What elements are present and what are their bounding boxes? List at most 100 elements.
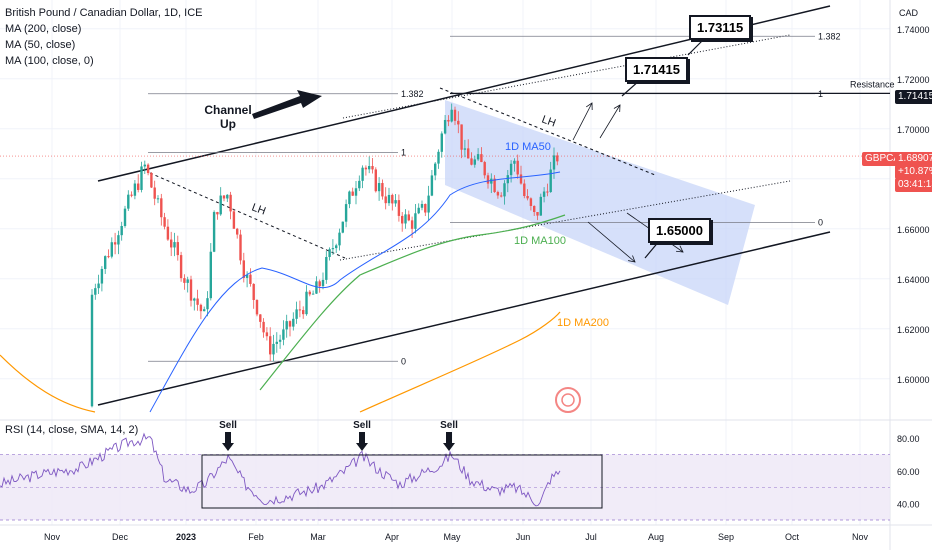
channel-up-label-line1: Channel: [204, 103, 251, 117]
resistance-label: Resistance: [850, 79, 895, 89]
candle-body: [288, 321, 292, 327]
candle-body: [272, 343, 275, 355]
projection-channel: [445, 100, 755, 305]
sell-signal-arrow: [356, 432, 368, 451]
candle-body: [539, 196, 542, 216]
x-tick-label: Feb: [248, 532, 264, 542]
channel-mid-line: [339, 180, 791, 261]
candle-body: [447, 119, 450, 122]
y-tick-label: 1.60000: [897, 375, 930, 385]
candle-body: [368, 166, 371, 170]
candle-body: [242, 260, 245, 278]
candle-body: [513, 160, 516, 164]
channel-outer-line: [342, 34, 791, 119]
candle-body: [391, 194, 394, 204]
candle-body: [259, 314, 262, 322]
y-tick-label: 1.70000: [897, 125, 930, 135]
candle-body: [414, 213, 417, 229]
candle-body: [443, 119, 447, 134]
rsi-legend: RSI (14, close, SMA, 14, 2): [5, 424, 139, 436]
candle-body: [361, 167, 364, 181]
candle-body: [146, 164, 150, 174]
candle-body: [467, 148, 470, 159]
candle-body: [420, 203, 424, 208]
candle-body: [503, 183, 506, 197]
x-tick-label: Jun: [516, 532, 531, 542]
candle-body: [110, 242, 113, 257]
candle-body: [130, 194, 133, 196]
candle-body: [206, 298, 209, 310]
candle-body: [173, 242, 176, 248]
candle-body: [404, 214, 407, 224]
candle-body: [156, 198, 160, 200]
watermark-badge-inner: [561, 393, 575, 407]
projection-arrow-2: [599, 104, 621, 139]
candle-body: [480, 154, 483, 163]
ma100-line: [259, 214, 566, 391]
legend-ma200: MA (200, close): [5, 23, 82, 35]
candle-body: [269, 336, 272, 355]
fib-level-label: 1: [401, 148, 406, 158]
candle-body: [186, 279, 189, 283]
candle-body: [401, 215, 404, 224]
candle-body: [311, 293, 315, 295]
target-callout-2: 1.71415: [625, 57, 688, 82]
candle-body: [123, 208, 127, 227]
candle-body: [117, 235, 120, 245]
candle-body: [222, 195, 226, 199]
projection-arrow-3: [587, 221, 636, 263]
target-callout-3: 1.65000: [648, 218, 711, 243]
price-change-tag: +10.87%: [895, 165, 932, 179]
candle-body: [196, 298, 199, 305]
candle-body: [440, 133, 443, 152]
candle-body: [473, 159, 476, 165]
candle-body: [463, 148, 467, 150]
candle-body: [153, 187, 156, 199]
fib-level-label: 1.382: [818, 31, 841, 41]
candle-body: [387, 194, 391, 204]
candle-body: [437, 151, 440, 164]
candle-body: [100, 268, 104, 284]
candle-body: [232, 211, 236, 229]
candle-body: [127, 194, 130, 209]
candle-body: [282, 329, 285, 340]
x-tick-label: Apr: [385, 532, 399, 542]
candle-body: [107, 256, 110, 258]
candle-body: [137, 183, 140, 190]
x-tick-label: Dec: [112, 532, 129, 542]
candle-body: [434, 163, 437, 176]
candle-body: [245, 274, 249, 278]
candle-body: [120, 226, 123, 236]
candle-body: [410, 220, 414, 229]
currency-label: CAD: [899, 8, 919, 18]
channel-lower-line: [97, 231, 831, 406]
candle-body: [255, 299, 259, 315]
candle-body: [526, 196, 529, 199]
candle-body: [252, 283, 255, 300]
x-tick-label: Sep: [718, 532, 734, 542]
candle-body: [285, 321, 288, 330]
candle-body: [546, 191, 549, 193]
projection-arrow-4-head: [675, 245, 684, 253]
candle-body: [236, 228, 239, 235]
candle-body: [523, 183, 526, 197]
candle-body: [239, 234, 242, 261]
candle-body: [470, 158, 473, 165]
candle-body: [265, 332, 269, 337]
chart-legend: British Pound / Canadian Dollar, 1D, ICE…: [5, 5, 203, 69]
candle-body: [486, 175, 490, 184]
watermark-badge: [555, 387, 581, 413]
candle-body: [183, 278, 186, 283]
candle-body: [344, 204, 348, 222]
legend-ma100: MA (100, close, 0): [5, 55, 94, 67]
x-tick-label: Nov: [44, 532, 61, 542]
y-tick-label: 1.74000: [897, 25, 930, 35]
candle-body: [341, 221, 344, 233]
target-callout-1: 1.73115: [689, 15, 752, 40]
x-tick-label: Aug: [648, 532, 664, 542]
sell-signal-arrow: [443, 432, 455, 451]
candle-body: [542, 191, 546, 197]
candle-body: [229, 194, 232, 212]
rsi-line: [0, 432, 561, 507]
